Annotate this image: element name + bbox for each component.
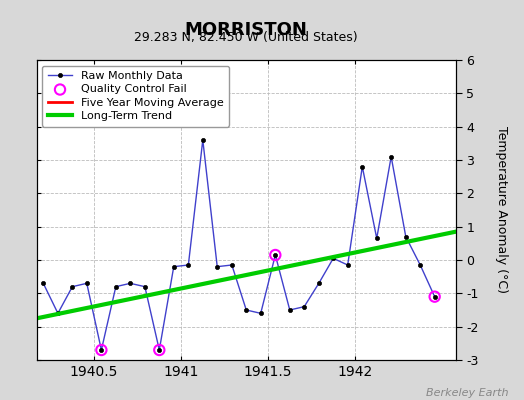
Raw Monthly Data xyxy=(287,308,293,312)
Raw Monthly Data xyxy=(200,138,206,142)
Raw Monthly Data xyxy=(171,264,177,269)
Quality Control Fail xyxy=(271,252,279,258)
Y-axis label: Temperature Anomaly (°C): Temperature Anomaly (°C) xyxy=(495,126,508,294)
Raw Monthly Data xyxy=(345,262,351,267)
Raw Monthly Data xyxy=(315,281,322,286)
Raw Monthly Data xyxy=(388,154,395,159)
Text: Berkeley Earth: Berkeley Earth xyxy=(426,388,508,398)
Raw Monthly Data xyxy=(258,311,264,316)
Raw Monthly Data xyxy=(84,281,90,286)
Raw Monthly Data xyxy=(228,262,235,267)
Line: Raw Monthly Data: Raw Monthly Data xyxy=(41,138,436,352)
Raw Monthly Data xyxy=(156,348,162,352)
Raw Monthly Data xyxy=(417,262,423,267)
Raw Monthly Data xyxy=(359,164,365,169)
Raw Monthly Data xyxy=(54,311,61,316)
Raw Monthly Data xyxy=(141,284,148,289)
Quality Control Fail xyxy=(97,347,105,353)
Raw Monthly Data xyxy=(272,253,278,258)
Raw Monthly Data xyxy=(432,294,438,299)
Raw Monthly Data xyxy=(402,234,409,239)
Raw Monthly Data xyxy=(98,348,104,352)
Raw Monthly Data xyxy=(301,304,308,309)
Raw Monthly Data xyxy=(40,281,47,286)
Legend: Raw Monthly Data, Quality Control Fail, Five Year Moving Average, Long-Term Tren: Raw Monthly Data, Quality Control Fail, … xyxy=(42,66,230,127)
Title: MORRISTON: MORRISTON xyxy=(185,21,308,39)
Raw Monthly Data xyxy=(330,256,336,261)
Raw Monthly Data xyxy=(185,262,191,267)
Quality Control Fail xyxy=(431,294,439,300)
Raw Monthly Data xyxy=(374,236,380,241)
Quality Control Fail xyxy=(155,347,163,353)
Raw Monthly Data xyxy=(243,308,249,312)
Raw Monthly Data xyxy=(69,284,75,289)
Text: 29.283 N, 82.450 W (United States): 29.283 N, 82.450 W (United States) xyxy=(135,30,358,44)
Raw Monthly Data xyxy=(127,281,134,286)
Raw Monthly Data xyxy=(113,284,119,289)
Raw Monthly Data xyxy=(214,264,221,269)
